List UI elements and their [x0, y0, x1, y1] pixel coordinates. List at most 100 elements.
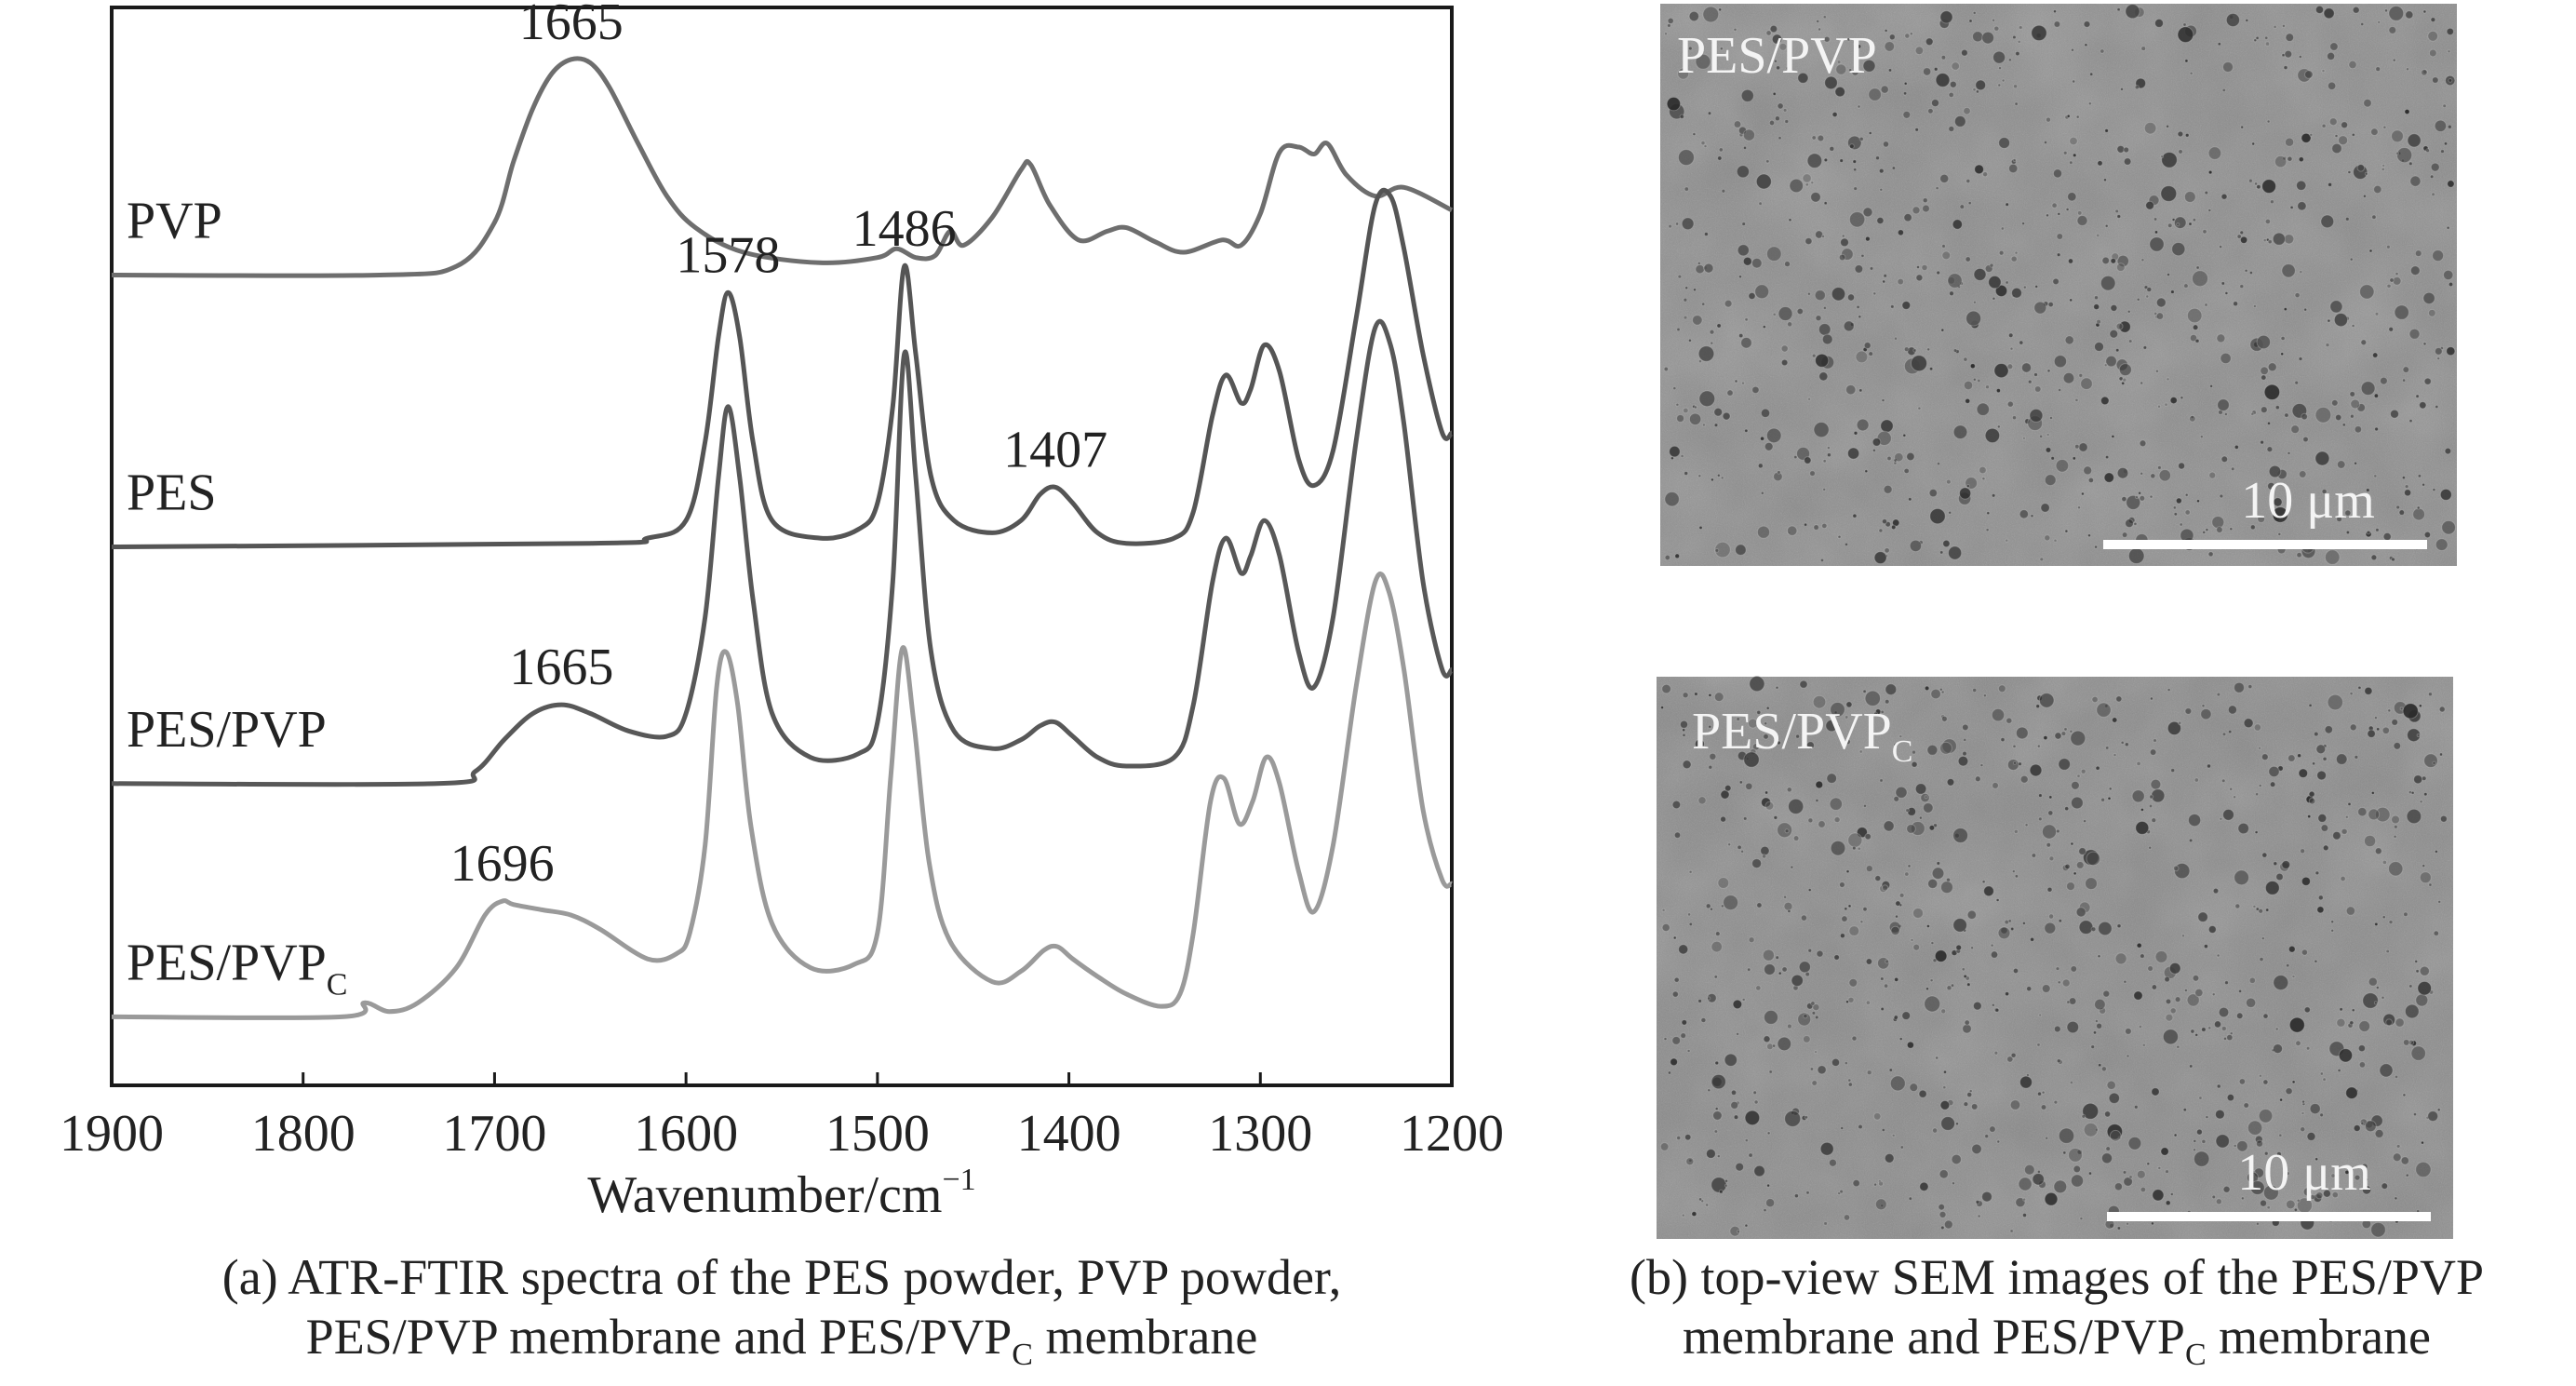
sem-pore — [2233, 1143, 2237, 1148]
sem-pore — [2430, 162, 2440, 172]
sem-pore — [2248, 178, 2253, 183]
sem-pore — [2321, 489, 2328, 494]
sem-pore — [2360, 339, 2368, 346]
sem-pore — [1901, 1011, 1912, 1020]
sem-pore — [2289, 205, 2294, 209]
sem-pore — [2109, 329, 2119, 339]
sem-pore — [1858, 136, 1864, 141]
sem-pore — [1865, 1000, 1872, 1005]
sem-pore — [2360, 21, 2365, 27]
sem-pore — [2018, 25, 2023, 30]
sem-pore — [2228, 729, 2233, 734]
sem-pore — [2294, 380, 2300, 385]
sem-pore — [2193, 1148, 2196, 1152]
sem-pore — [1826, 446, 1831, 451]
scale-bar-label: 10 μm — [2241, 472, 2375, 530]
sem-pore — [1760, 408, 1771, 418]
sem-pore — [2194, 988, 2204, 998]
sem-pore — [1684, 286, 1689, 290]
sem-pore — [1806, 291, 1811, 296]
sem-pore — [2240, 125, 2245, 129]
sem-pore — [2380, 376, 2388, 385]
sem-pore — [2330, 1173, 2336, 1178]
sem-pore — [2147, 965, 2154, 972]
sem-pore — [2154, 18, 2164, 28]
sem-pore — [2047, 301, 2054, 308]
sem-pore — [1855, 350, 1869, 364]
sem-pore — [2141, 1043, 2146, 1047]
sem-pore — [2273, 1043, 2283, 1055]
sem-pore — [2298, 55, 2302, 59]
sem-pore — [1879, 187, 1884, 192]
sem-pore — [1748, 718, 1758, 729]
sem-pore — [2103, 178, 2107, 182]
x-tick-label: 1200 — [1400, 1105, 1504, 1163]
sem-pore — [1862, 803, 1868, 808]
sem-pore — [1762, 325, 1766, 330]
sem-pore — [2321, 69, 2326, 74]
sem-pore — [1815, 798, 1819, 803]
sem-pore — [1830, 702, 1845, 718]
sem-pore — [1979, 763, 1984, 768]
sem-pore — [2432, 488, 2436, 492]
sem-pore — [1852, 159, 1858, 164]
sem-pore — [2266, 1205, 2271, 1210]
sem-pore — [2256, 184, 2261, 190]
sem-pore — [2302, 436, 2309, 443]
sem-pore — [2005, 991, 2010, 997]
sem-pore — [1906, 451, 1915, 462]
sem-pore — [2139, 494, 2146, 502]
sem-pore — [2262, 1184, 2279, 1201]
sem-pore — [1816, 949, 1824, 958]
sem-pore — [2286, 1199, 2296, 1210]
sem-pore — [2165, 1013, 2174, 1022]
sem-pore — [1953, 114, 1966, 128]
sem-pore — [2374, 311, 2380, 316]
sem-pore — [1858, 315, 1862, 319]
sem-pore — [2189, 1064, 2194, 1069]
sem-pore — [1836, 60, 1842, 64]
sem-pore — [1769, 24, 1778, 34]
sem-pore — [1679, 720, 1689, 729]
sem-pore — [2083, 20, 2091, 28]
sem-pore — [2102, 989, 2111, 998]
sem-pore — [1839, 158, 1844, 163]
sem-pore — [1741, 381, 1745, 385]
sem-pore — [2021, 1212, 2028, 1218]
sem-pore — [2081, 1113, 2086, 1119]
sem-pore — [1993, 25, 2000, 32]
sem-pore — [2421, 1140, 2424, 1145]
sem-pore — [2365, 1177, 2369, 1182]
sem-pore — [2138, 1024, 2143, 1029]
sem-pore — [2207, 209, 2212, 212]
sem-pore — [1959, 204, 1966, 209]
sem-pore — [2338, 1048, 2354, 1063]
sem-pore — [2215, 1109, 2225, 1120]
sem-pore — [2090, 1044, 2096, 1049]
sem-pore — [2423, 531, 2432, 539]
sem-pore — [2422, 342, 2427, 346]
sem-pore — [2108, 787, 2113, 791]
sem-pore — [2188, 222, 2193, 226]
sem-pore — [1992, 782, 1999, 789]
sem-pore — [2189, 71, 2194, 75]
sem-pore — [2252, 304, 2257, 308]
sem-pore — [2125, 4, 2140, 20]
sem-pore — [1799, 680, 1808, 689]
sem-pore — [1671, 990, 1679, 998]
sem-pore — [1998, 249, 2005, 256]
sem-pore — [2009, 1229, 2014, 1233]
sem-pore — [1708, 764, 1713, 770]
sem-pore — [1744, 428, 1749, 433]
sem-pore — [2263, 384, 2281, 400]
sem-pore — [2247, 684, 2253, 690]
sem-pore — [1742, 816, 1748, 821]
sem-pore — [1783, 901, 1793, 911]
sem-pore — [2053, 20, 2061, 28]
sem-pore — [2200, 708, 2212, 720]
sem-pore — [1939, 1210, 1947, 1218]
sem-pore — [1811, 1011, 1817, 1016]
sem-pore — [1922, 67, 1932, 76]
sem-pore — [2267, 239, 2273, 245]
sem-pore — [1756, 902, 1763, 908]
